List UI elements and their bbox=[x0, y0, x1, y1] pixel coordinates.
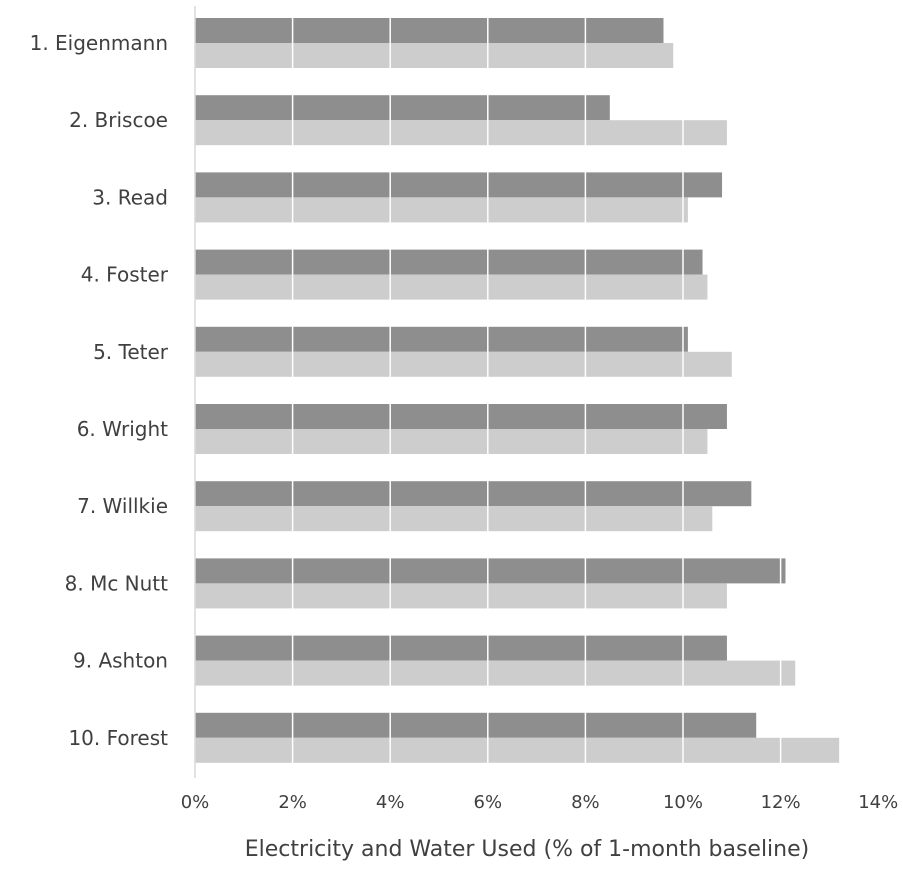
tick-label: 8% bbox=[571, 792, 600, 813]
tick-label: 4% bbox=[376, 792, 405, 813]
bar-1-2 bbox=[195, 95, 610, 121]
category-label: 4. Foster bbox=[81, 263, 169, 287]
tick-labels: 0% 2% 4% 6% 8% 10% 12% 14% bbox=[181, 792, 898, 813]
gridlines-layer bbox=[291, 6, 879, 778]
bar-1-3 bbox=[195, 172, 723, 198]
bar-2-3 bbox=[195, 197, 688, 223]
category-label: 5. Teter bbox=[93, 340, 169, 364]
bar-2-9 bbox=[195, 660, 796, 686]
category-label: 7. Willkie bbox=[77, 494, 168, 518]
category-label: 8. Mc Nutt bbox=[65, 571, 169, 595]
bar-2-1 bbox=[195, 43, 674, 68]
bars-layer bbox=[195, 18, 840, 763]
bar-1-8 bbox=[195, 558, 786, 584]
tick-label: 10% bbox=[663, 792, 703, 813]
bar-2-7 bbox=[195, 506, 713, 532]
bar-2-6 bbox=[195, 429, 708, 454]
bar-2-5 bbox=[195, 351, 732, 377]
bar-1-9 bbox=[195, 635, 727, 661]
tick-label: 12% bbox=[761, 792, 801, 813]
category-label: 9. Ashton bbox=[73, 649, 168, 673]
bar-2-2 bbox=[195, 120, 727, 146]
bar-1-6 bbox=[195, 404, 727, 429]
bar-1-5 bbox=[195, 326, 688, 352]
category-label: 10. Forest bbox=[68, 726, 168, 750]
bar-1-4 bbox=[195, 249, 703, 275]
bar-1-10 bbox=[195, 712, 757, 738]
bar-2-8 bbox=[195, 583, 727, 609]
x-axis-title: Electricity and Water Used (% of 1-month… bbox=[245, 837, 809, 862]
category-label: 6. Wright bbox=[77, 417, 168, 441]
tick-label: 14% bbox=[858, 792, 898, 813]
category-label: 1. Eigenmann bbox=[30, 31, 168, 55]
bar-1-7 bbox=[195, 481, 752, 507]
tick-label: 0% bbox=[181, 792, 210, 813]
tick-label: 6% bbox=[474, 792, 503, 813]
bar-1-1 bbox=[195, 18, 664, 43]
category-label: 3. Read bbox=[92, 185, 168, 209]
bar-2-4 bbox=[195, 274, 708, 300]
category-labels: 1. Eigenmann 2. Briscoe 3. Read 4. Foster 5.… bbox=[30, 31, 169, 750]
tick-label: 2% bbox=[278, 792, 307, 813]
bar-2-10 bbox=[195, 737, 840, 763]
category-label: 2. Briscoe bbox=[69, 108, 168, 132]
